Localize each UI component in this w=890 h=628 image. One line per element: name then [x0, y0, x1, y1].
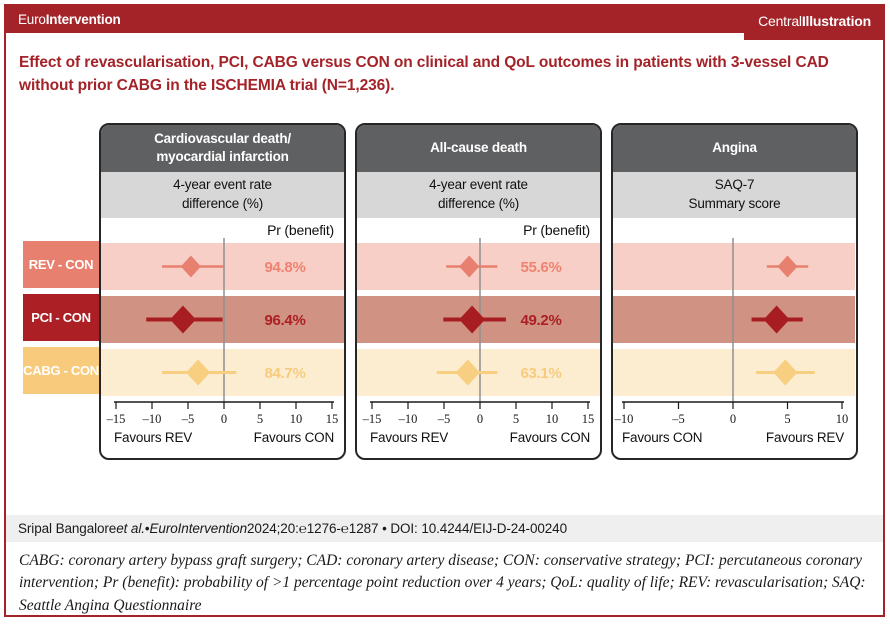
favours-label-left: Favours REV — [370, 430, 448, 445]
central-illustration-badge: Central Illustration — [744, 6, 883, 40]
pr-benefit-value-rev-con: 94.8% — [264, 259, 305, 276]
row-label-cabg-con: CABG - CON — [23, 346, 99, 394]
panel-title: All-cause death — [357, 124, 600, 172]
pr-benefit-header — [613, 217, 856, 243]
favours-label-left: Favours CON — [622, 430, 702, 445]
comparison-labels-column: REV - CON PCI - CON CABG - CON — [23, 123, 99, 400]
panel-angina: Angina SAQ-7 Summary score –10 –5 0 5 10 Favours… — [611, 122, 858, 460]
citation-segment: et al. — [116, 520, 145, 536]
axis-tick-label: 10 — [546, 412, 559, 426]
estimate-diamond-cabg-con — [186, 359, 211, 385]
panel-title: Angina — [613, 124, 856, 172]
axis-tick-label: 5 — [784, 412, 790, 426]
panel-cardiovascular-death-mi: Cardiovascular death/myocardial infarcti… — [99, 122, 346, 460]
journal-name: EuroIntervention — [6, 12, 121, 27]
panel-title: Cardiovascular death/myocardial infarcti… — [101, 124, 344, 172]
journal-header-bar: EuroIntervention Central Illustration — [6, 6, 883, 40]
estimate-diamond-rev-con — [180, 255, 201, 277]
row-label-rev-con: REV - CON — [23, 240, 99, 288]
axis-tick-label: –10 — [142, 412, 162, 426]
row-label-pci-con: PCI - CON — [23, 293, 99, 341]
figure-frame: EuroIntervention Central Illustration Ef… — [4, 4, 885, 617]
citation-segment: • — [144, 520, 150, 536]
figure-title: Effect of revascularisation, PCI, CABG v… — [19, 54, 829, 95]
estimate-diamond-pci-con — [169, 305, 196, 333]
estimate-diamond-rev-con — [777, 255, 798, 277]
axis-tick-label: –15 — [362, 412, 382, 426]
pr-benefit-value-pci-con: 96.4% — [264, 312, 305, 329]
row-band-rev-con — [613, 242, 855, 290]
pr-benefit-value-pci-con: 49.2% — [520, 312, 561, 329]
axis-tick-label: 10 — [836, 412, 849, 426]
citation-segment: EuroIntervention — [149, 520, 248, 536]
axis-tick-label: –5 — [671, 412, 685, 426]
axis-tick-label: –5 — [437, 412, 451, 426]
favours-label-right: Favours REV — [766, 430, 844, 445]
panels-row: Cardiovascular death/myocardial infarcti… — [99, 122, 858, 460]
pr-benefit-header: Pr (benefit) — [357, 217, 600, 243]
axis-tick-label: 10 — [290, 412, 303, 426]
citation-band: Sripal Bangalore et al. • EuroInterventi… — [6, 514, 883, 542]
pr-benefit-value-cabg-con: 84.7% — [264, 365, 305, 382]
axis-tick-label: –15 — [106, 412, 126, 426]
axis-tick-label: 15 — [326, 412, 339, 426]
axis-tick-label: 0 — [221, 412, 227, 426]
journal-name-bold: Intervention — [45, 12, 121, 27]
badge-regular: Central — [758, 13, 802, 29]
pr-benefit-value-cabg-con: 63.1% — [520, 365, 561, 382]
badge-bold: Illustration — [801, 13, 871, 29]
panel-all-cause-death: All-cause death 4-year event rate differen… — [355, 122, 602, 460]
row-band-cabg-con — [613, 348, 855, 396]
pr-benefit-value-rev-con: 55.6% — [520, 259, 561, 276]
citation-segment: Sripal Bangalore — [18, 520, 117, 536]
pr-benefit-header: Pr (benefit) — [101, 217, 344, 243]
forest-plot: 94.8% 96.4% 84.7% –15 –10 –5 0 5 10 15 Favours REV… — [101, 237, 344, 445]
axis-tick-label: –10 — [398, 412, 418, 426]
forest-plot: –10 –5 0 5 10 Favours CON Favours REV — [613, 237, 855, 445]
axis-tick-label: 5 — [513, 412, 519, 426]
citation-segment: 2024;20:℮1276-℮1287 • DOI: 10.4244/EIJ-D… — [247, 520, 567, 536]
favours-label-left: Favours REV — [114, 430, 192, 445]
estimate-diamond-rev-con — [459, 255, 480, 277]
axis-tick-label: –5 — [181, 412, 195, 426]
favours-label-right: Favours CON — [510, 430, 590, 445]
estimate-diamond-pci-con — [763, 305, 790, 333]
axis-tick-label: 5 — [257, 412, 263, 426]
panel-subtitle: 4-year event rate difference (%) — [101, 171, 344, 218]
forest-plot-area: REV - CON PCI - CON CABG - CON Cardiovascu… — [23, 122, 883, 460]
forest-plot: 55.6% 49.2% 63.1% –15 –10 –5 0 5 10 15 Favours REV… — [357, 237, 600, 445]
journal-name-regular: Euro — [18, 12, 46, 27]
row-band-pci-con — [613, 295, 855, 343]
estimate-diamond-cabg-con — [455, 359, 480, 385]
axis-tick-label: 15 — [582, 412, 595, 426]
estimate-diamond-cabg-con — [773, 359, 798, 385]
panel-subtitle: 4-year event rate difference (%) — [357, 171, 600, 218]
axis-tick-label: 0 — [477, 412, 483, 426]
panel-subtitle: SAQ-7 Summary score — [613, 171, 856, 218]
axis-tick-label: –10 — [614, 412, 634, 426]
estimate-diamond-pci-con — [459, 305, 486, 333]
favours-label-right: Favours CON — [254, 430, 334, 445]
axis-tick-label: 0 — [730, 412, 736, 426]
abbreviations-text: CABG: coronary artery bypass graft surge… — [19, 551, 866, 615]
